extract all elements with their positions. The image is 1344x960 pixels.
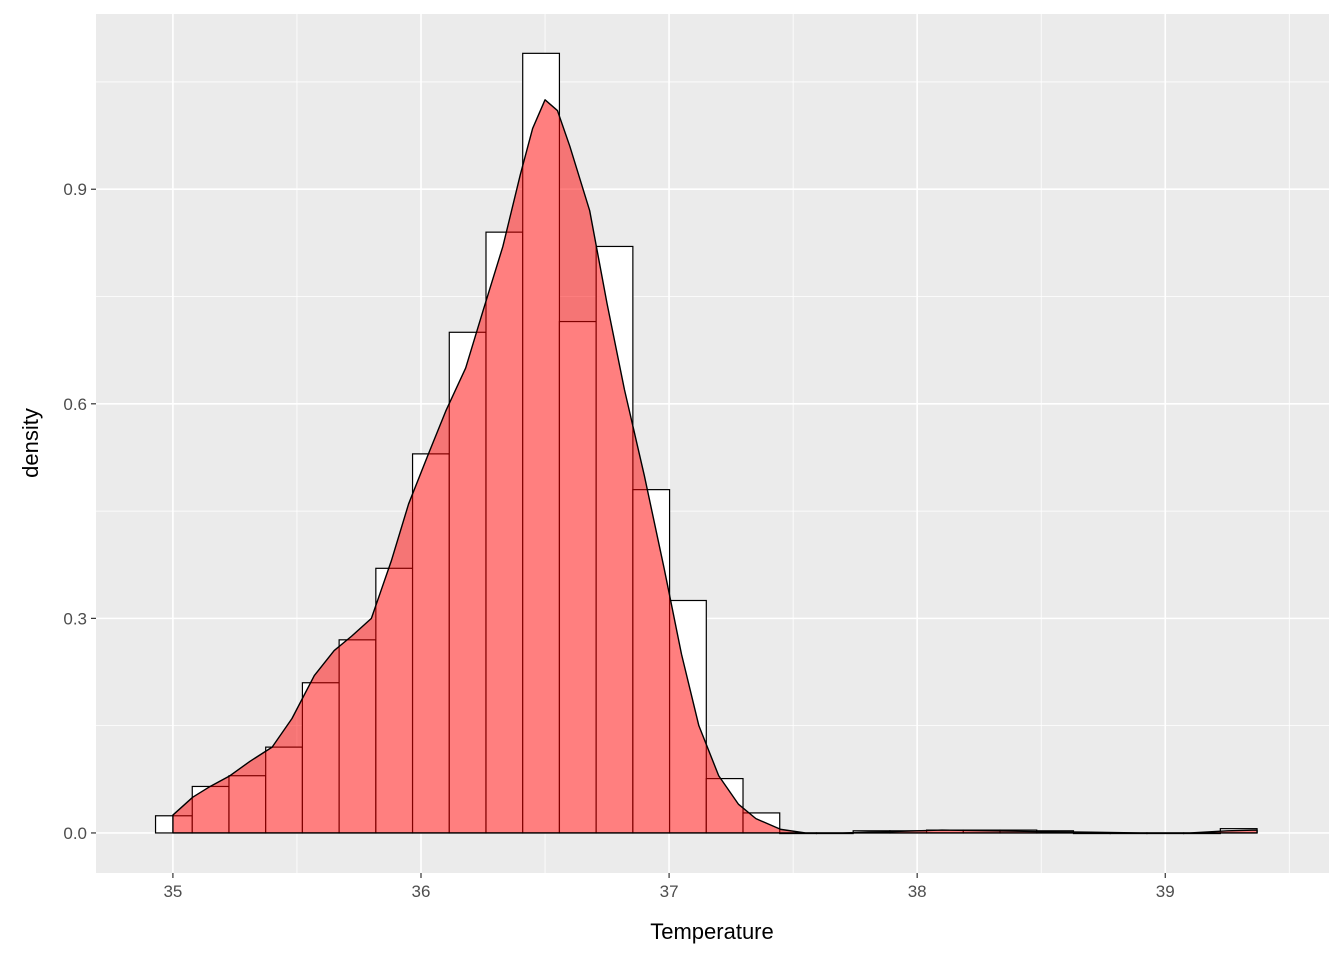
y-tick-label: 0.6 bbox=[63, 395, 87, 414]
density-curve bbox=[172, 99, 1258, 834]
y-axis-ticks: 0.0 0.3 0.6 0.9 bbox=[63, 180, 96, 843]
y-tick-label: 0.9 bbox=[63, 180, 87, 199]
y-tick-label: 0.0 bbox=[63, 824, 87, 843]
x-tick-label: 36 bbox=[412, 882, 431, 901]
x-axis-title: Temperature bbox=[650, 919, 774, 944]
x-axis-ticks: 35 36 37 38 39 bbox=[163, 873, 1175, 901]
x-tick-label: 39 bbox=[1156, 882, 1175, 901]
x-tick-label: 37 bbox=[660, 882, 679, 901]
x-tick-label: 38 bbox=[908, 882, 927, 901]
y-axis-title: density bbox=[18, 408, 43, 478]
x-tick-label: 35 bbox=[163, 882, 182, 901]
y-tick-label: 0.3 bbox=[63, 609, 87, 628]
density-area bbox=[172, 99, 1258, 834]
